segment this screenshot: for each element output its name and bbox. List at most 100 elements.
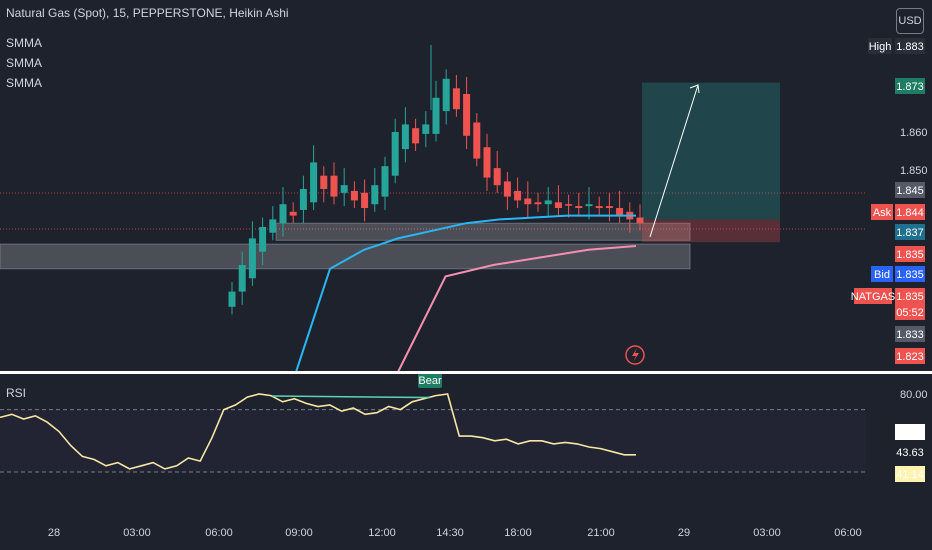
symbol-label-bg — [854, 288, 892, 304]
candle-body — [585, 204, 593, 207]
candle-body — [391, 132, 399, 176]
symbol-label: NATGAS — [851, 291, 895, 303]
candle-body — [432, 97, 440, 134]
divergence-label: Bear — [418, 375, 442, 387]
rsi-value-top-bg — [895, 424, 925, 440]
rsi-pane-label[interactable]: RSI — [6, 386, 27, 400]
smma-fast-line — [295, 214, 636, 373]
time-tick-label: 18:00 — [504, 527, 532, 539]
rsi-value-mid-bg — [895, 444, 925, 460]
candle-body — [371, 185, 379, 205]
grey-price-tag: 1.833 — [896, 329, 924, 341]
candle-body — [238, 265, 246, 292]
candle-body — [412, 128, 420, 144]
candle-body — [524, 198, 532, 205]
ask-value-bg — [895, 204, 925, 220]
indicator-label[interactable]: SMMA — [6, 36, 42, 50]
candles-layer — [228, 45, 644, 315]
candle-body — [361, 192, 369, 208]
price-axis[interactable]: 1.860 1.850 High 1.883 1.873 1.845 Ask 1.844 1.8… — [851, 38, 928, 482]
bid-label: Bid — [874, 269, 890, 281]
bid-value-bg — [895, 266, 925, 282]
candle-body — [473, 122, 481, 159]
target-price-tag: 1.873 — [896, 81, 924, 93]
rsi-value-last-bg — [895, 466, 925, 482]
high-label-bg — [868, 38, 892, 54]
indicator-label[interactable]: SMMA — [6, 56, 42, 70]
candle-body — [483, 147, 491, 178]
candle-body — [514, 190, 522, 201]
time-tick-label: 06:00 — [205, 527, 233, 539]
candle-body — [463, 94, 471, 136]
candle-body — [350, 190, 358, 201]
candle-body — [269, 219, 277, 233]
rsi-tick-label: 80.00 — [900, 389, 928, 401]
candle-body — [248, 238, 256, 279]
time-tick-label: 06:00 — [834, 527, 862, 539]
price-panel[interactable] — [0, 0, 866, 372]
high-label: High — [869, 41, 892, 53]
smma-slow-line — [397, 245, 637, 373]
chart-title: Natural Gas (Spot), 15, PEPPERSTONE, Hei… — [6, 6, 289, 20]
rsi-value-mid: 43.63 — [896, 447, 924, 459]
candle-body — [595, 206, 603, 208]
grey-price-tag-bg — [895, 326, 925, 342]
candle-body — [544, 200, 552, 205]
ask-label-bg — [871, 204, 893, 220]
level-price-tag: 1.845 — [896, 185, 924, 197]
zones-layer — [0, 192, 866, 270]
projection-arrowhead — [689, 84, 700, 94]
high-value-bg — [895, 38, 925, 54]
candle-body — [616, 208, 624, 216]
rsi-band — [0, 409, 866, 472]
candle-body — [605, 206, 613, 208]
time-axis[interactable]: 28 03:00 06:00 09:00 12:00 14:30 18:00 21:00 29 0… — [48, 527, 862, 539]
high-value: 1.883 — [896, 41, 924, 53]
candle-body — [575, 206, 583, 208]
target-zone — [642, 82, 780, 220]
candle-body — [310, 162, 318, 203]
rsi-value-last: 41.14 — [896, 469, 924, 481]
candle-body — [279, 204, 287, 224]
pane-separator[interactable] — [0, 371, 932, 374]
ask-label: Ask — [873, 207, 892, 219]
candle-body — [442, 78, 450, 112]
candle-body — [554, 202, 562, 208]
time-tick-label: 09:00 — [285, 527, 313, 539]
symbol-value: 1.835 — [896, 291, 924, 303]
candle-body — [259, 227, 267, 252]
candle-body — [493, 168, 501, 186]
symbol-value-bg — [895, 288, 925, 304]
countdown-timer-bg — [895, 304, 925, 320]
countdown-timer: 05:52 — [896, 307, 924, 319]
candle-body — [289, 211, 297, 216]
indicator-label[interactable]: SMMA — [6, 76, 42, 90]
time-tick-label: 03:00 — [753, 527, 781, 539]
time-tick-label: 12:00 — [368, 527, 396, 539]
candle-body — [565, 204, 573, 206]
price-tick-label: 1.860 — [900, 127, 928, 139]
candle-body — [534, 202, 542, 205]
flash-icon[interactable] — [625, 345, 645, 365]
projection-arrow — [649, 84, 699, 238]
candle-body — [452, 88, 460, 110]
candle-body — [636, 217, 644, 224]
stop-zone — [642, 219, 780, 243]
divergence-badge — [418, 372, 442, 388]
position-tool[interactable] — [642, 82, 780, 243]
price-tick-label: 1.850 — [900, 165, 928, 177]
bid-value: 1.835 — [896, 269, 924, 281]
rsi-value-top: 47.82 — [896, 427, 924, 439]
candle-body — [340, 185, 348, 193]
candle-body — [299, 189, 307, 210]
ask-value: 1.844 — [896, 207, 924, 219]
candle-body — [330, 175, 338, 197]
last-price-tag-bg — [895, 246, 925, 262]
currency-button[interactable]: USD — [896, 8, 924, 34]
time-tick-label: 03:00 — [123, 527, 151, 539]
candle-body — [381, 166, 389, 197]
candle-body — [503, 181, 511, 197]
last-price-tag: 1.835 — [896, 249, 924, 261]
time-tick-label: 14:30 — [436, 527, 464, 539]
